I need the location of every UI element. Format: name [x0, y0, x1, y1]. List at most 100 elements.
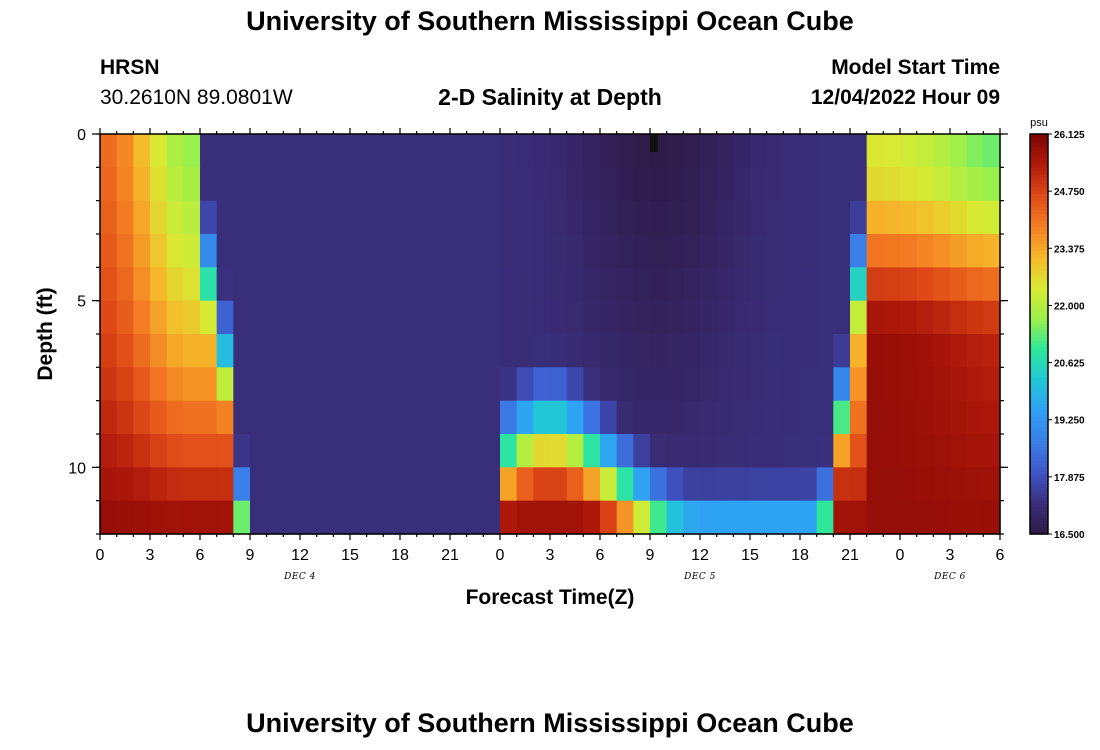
heatmap-cell: [816, 167, 834, 202]
heatmap-cell: [283, 234, 301, 268]
heatmap-cell: [966, 200, 984, 235]
heatmap-cell: [500, 267, 518, 302]
heatmap-cell: [383, 500, 401, 535]
heatmap-cell: [666, 167, 684, 202]
heatmap-cell: [450, 500, 468, 535]
heatmap-cell: [983, 367, 1001, 402]
heatmap-cell: [733, 367, 751, 402]
heatmap-cell: [533, 167, 551, 202]
heatmap-cell: [933, 200, 951, 235]
heatmap-cell: [666, 467, 684, 502]
heatmap-cell: [933, 167, 951, 202]
heatmap-cell: [783, 167, 801, 202]
heatmap-cell: [200, 267, 218, 302]
heatmap-cell: [366, 134, 384, 168]
heatmap-cell: [750, 400, 768, 435]
heatmap-cell: [750, 434, 768, 468]
colorbar-segment: [1030, 227, 1048, 232]
heatmap-cell: [900, 500, 918, 535]
heatmap-cell: [866, 234, 884, 268]
day-label: DEC 6: [933, 572, 966, 582]
heatmap-cell: [800, 500, 818, 535]
heatmap-cell: [316, 167, 334, 202]
colorbar-segment: [1030, 210, 1048, 215]
heatmap-cell: [350, 234, 368, 268]
heatmap-cell: [116, 134, 134, 168]
colorbar-tick-label: 23.375: [1054, 244, 1085, 255]
heatmap-cell: [516, 500, 534, 535]
heatmap-cell: [900, 367, 918, 402]
heatmap-cell: [616, 467, 634, 502]
heatmap-cell: [716, 400, 734, 435]
heatmap-cell: [433, 367, 451, 402]
heatmap-cell: [533, 500, 551, 535]
heatmap-cell: [750, 334, 768, 368]
heatmap-cell: [250, 467, 268, 502]
heatmap-cell: [150, 334, 168, 368]
heatmap-cell: [400, 334, 418, 368]
heatmap-cell: [716, 467, 734, 502]
heatmap-cell: [916, 500, 934, 535]
heatmap-cell: [600, 167, 618, 202]
heatmap-cell: [916, 467, 934, 502]
heatmap-cell: [416, 167, 434, 202]
heatmap-cell: [500, 200, 518, 235]
heatmap-cell: [100, 367, 118, 402]
heatmap-cell: [516, 234, 534, 268]
heatmap-cell: [366, 300, 384, 335]
heatmap-cell: [950, 400, 968, 435]
heatmap-cell: [466, 367, 484, 402]
heatmap-cell: [650, 400, 668, 435]
colorbar-segment: [1030, 394, 1048, 398]
heatmap-cell: [433, 134, 451, 168]
heatmap-cell: [350, 500, 368, 535]
heatmap-cell: [666, 500, 684, 535]
colorbar-segment: [1030, 187, 1048, 192]
heatmap-cell: [883, 367, 901, 402]
colorbar-segment: [1030, 274, 1048, 278]
heatmap-cell: [166, 500, 184, 535]
heatmap-cell: [950, 367, 968, 402]
heatmap-cell: [433, 400, 451, 435]
heatmap-cell: [700, 234, 718, 268]
heatmap-cell: [200, 167, 218, 202]
heatmap-cell: [650, 334, 668, 368]
colorbar-segment: [1030, 370, 1048, 375]
heatmap-cell: [933, 300, 951, 335]
colorbar-segment: [1030, 520, 1048, 525]
heatmap-cell: [533, 434, 551, 468]
heatmap-cell: [316, 267, 334, 302]
heatmap-cell: [766, 467, 784, 502]
heatmap-cell: [150, 434, 168, 468]
heatmap-cell: [316, 500, 334, 535]
heatmap-cell: [900, 267, 918, 302]
heatmap-cell: [133, 467, 151, 502]
heatmap-cell: [400, 467, 418, 502]
heatmap-cell: [250, 267, 268, 302]
axes: 0 3 6 9 12 15 18 21 0 3 6 9 12 15 18 21 0 3 6 DEC 4 DEC 5 DEC…: [68, 127, 1008, 582]
colorbar-segment: [1030, 374, 1048, 378]
colorbar-segment: [1030, 150, 1048, 155]
heatmap-cell: [166, 234, 184, 268]
heatmap-cell: [233, 334, 251, 368]
heatmap-cell: [483, 434, 501, 468]
heatmap-cell: [900, 434, 918, 468]
heatmap-cell: [516, 267, 534, 302]
heatmap-cell: [183, 167, 201, 202]
colorbar-segment: [1030, 497, 1048, 502]
heatmap-cell: [183, 300, 201, 335]
heatmap-cell: [916, 167, 934, 202]
heatmap-cell: [333, 267, 351, 302]
heatmap-cell: [333, 334, 351, 368]
heatmap-cell: [616, 367, 634, 402]
heatmap-cell: [283, 334, 301, 368]
heatmap-cell: [283, 467, 301, 502]
heatmap-cell: [383, 134, 401, 168]
colorbar-segment: [1030, 264, 1048, 268]
heatmap-cell: [100, 300, 118, 335]
heatmap-cell: [650, 467, 668, 502]
heatmap-cell: [866, 200, 884, 235]
heatmap-cell: [116, 434, 134, 468]
heatmap-cell: [316, 300, 334, 335]
heatmap-cell: [266, 334, 284, 368]
